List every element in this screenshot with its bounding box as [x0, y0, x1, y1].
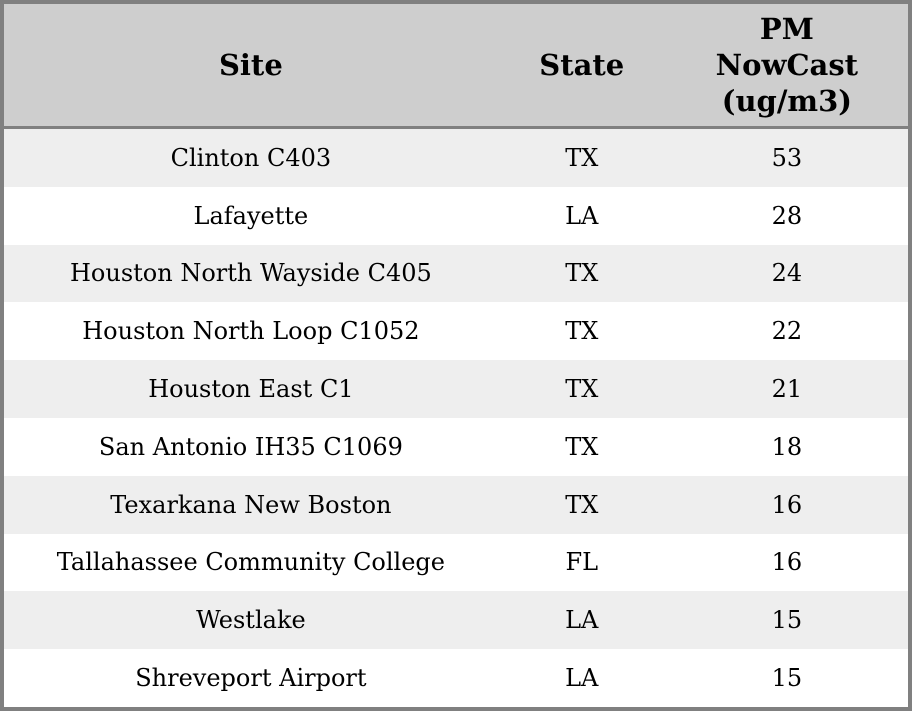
table-header: Site State PM NowCast (ug/m3) — [2, 2, 910, 129]
cell-pm-nowcast: 18 — [771, 432, 803, 461]
cell-state: TX — [565, 432, 599, 461]
cell-pm-nowcast: 24 — [771, 259, 803, 288]
table-row: Shreveport Airport LA 15 — [2, 649, 910, 709]
column-header-pm-nowcast: PM NowCast (ug/m3) — [665, 2, 910, 129]
table-body: Clinton C403 TX 53 Lafayette LA 28 Houston Nor… — [2, 127, 910, 709]
table-row: Clinton C403 TX 53 — [2, 127, 910, 187]
cell-state: TX — [565, 490, 599, 519]
cell-state: LA — [565, 201, 599, 230]
cell-state: LA — [565, 606, 599, 635]
table-row: San Antonio IH35 C1069 TX 18 — [2, 417, 910, 476]
table-row: Houston East C1 TX 21 — [2, 360, 910, 418]
cell-site: Westlake — [196, 606, 306, 635]
cell-pm-nowcast: 21 — [771, 375, 803, 404]
column-header-state: State — [497, 2, 666, 129]
cell-state: TX — [565, 375, 599, 404]
cell-pm-nowcast: 22 — [771, 317, 803, 346]
cell-state: TX — [565, 259, 599, 288]
cell-site: Shreveport Airport — [135, 664, 367, 693]
cell-site: Houston North Loop C1052 — [82, 317, 420, 346]
cell-site: Texarkana New Boston — [110, 490, 392, 519]
table-row: Lafayette LA 28 — [2, 186, 910, 245]
cell-site: Houston North Wayside C405 — [69, 259, 432, 288]
table-row: Houston North Loop C1052 TX 22 — [2, 302, 910, 361]
cell-site: Houston East C1 — [148, 375, 354, 404]
cell-site: Tallahassee Community College — [56, 548, 445, 577]
cell-site: San Antonio IH35 C1069 — [98, 432, 403, 461]
table-row: Houston North Wayside C405 TX 24 — [2, 244, 910, 303]
cell-state: FL — [565, 548, 599, 577]
cell-pm-nowcast: 15 — [771, 664, 803, 693]
header-row: Site State PM NowCast (ug/m3) — [2, 2, 910, 129]
cell-state: LA — [565, 664, 599, 693]
cell-pm-nowcast: 16 — [771, 548, 803, 577]
column-header-site: Site — [2, 2, 498, 129]
cell-pm-nowcast: 28 — [771, 201, 803, 230]
cell-pm-nowcast: 53 — [771, 143, 803, 172]
table-row: Texarkana New Boston TX 16 — [2, 475, 910, 534]
cell-pm-nowcast: 16 — [771, 490, 803, 519]
table-row: Westlake LA 15 — [2, 591, 910, 650]
table-row: Tallahassee Community College FL 16 — [2, 533, 910, 592]
cell-site: Clinton C403 — [170, 143, 332, 172]
cell-site: Lafayette — [193, 201, 309, 230]
cell-pm-nowcast: 15 — [771, 606, 803, 635]
cell-state: TX — [565, 143, 599, 172]
cell-state: TX — [565, 317, 599, 346]
